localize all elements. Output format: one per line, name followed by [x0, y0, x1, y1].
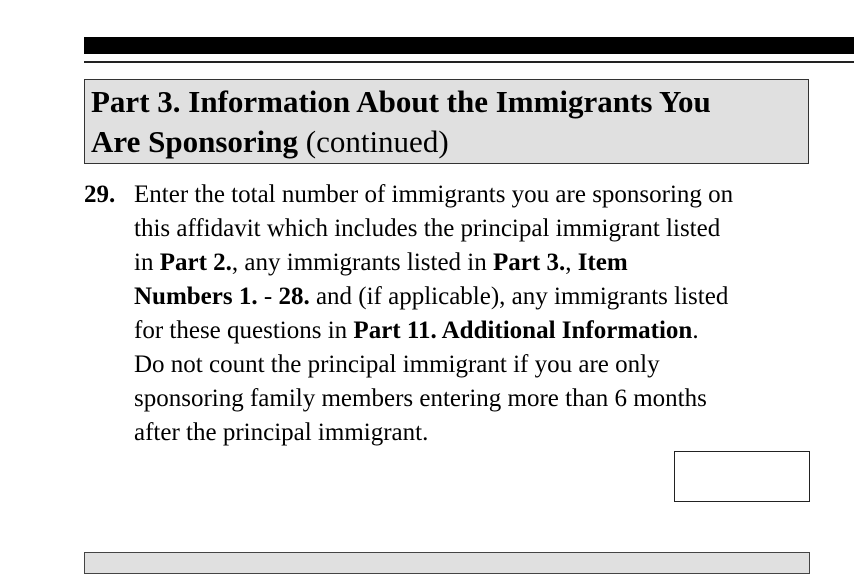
text-segment: sponsoring family members entering more … — [134, 385, 707, 412]
text-segment: Item — [577, 249, 628, 276]
question-text-line: sponsoring family members entering more … — [134, 382, 733, 416]
section-title-line1: Part 3. Information About the Immigrants… — [91, 84, 711, 119]
section-title-continued: (continued) — [298, 124, 449, 159]
text-segment: . — [692, 317, 699, 344]
text-segment: , any immigrants listed in — [231, 249, 493, 276]
text-segment: Part 2. — [159, 249, 232, 276]
question-text-line: Do not count the principal immigrant if … — [134, 348, 733, 382]
section-header: Part 3. Information About the Immigrants… — [84, 79, 809, 164]
section-title-line2: Are Sponsoring — [91, 124, 298, 159]
text-segment: in — [134, 249, 160, 276]
text-segment: Part 3. — [493, 249, 566, 276]
text-segment: - — [257, 283, 279, 310]
text-segment: this affidavit which includes the princi… — [134, 215, 721, 242]
section-title: Part 3. Information About the Immigrants… — [91, 82, 711, 162]
question-text-line: this affidavit which includes the princi… — [134, 212, 733, 246]
header-rule-thick — [84, 37, 854, 54]
text-segment: Part 11. Additional Information — [353, 317, 693, 344]
question-text-line: after the principal immigrant. — [134, 416, 733, 450]
total-immigrants-input[interactable] — [674, 451, 810, 502]
text-segment: Enter the total number of immigrants you… — [134, 181, 734, 208]
text-segment: 28. — [278, 283, 310, 310]
question-text-line: Enter the total number of immigrants you… — [134, 178, 733, 212]
text-segment: Do not count the principal immigrant if … — [134, 351, 660, 378]
text-segment: Numbers 1. — [134, 283, 258, 310]
text-segment: for these questions in — [134, 317, 354, 344]
question-text-line: in Part 2., any immigrants listed in Par… — [134, 246, 733, 280]
header-rule-thin — [84, 61, 854, 63]
text-segment: after the principal immigrant. — [134, 419, 429, 446]
text-segment: and (if applicable), any immigrants list… — [309, 283, 729, 310]
question-text-line: Numbers 1. - 28. and (if applicable), an… — [134, 280, 733, 314]
text-segment: , — [565, 249, 578, 276]
question-text-line: for these questions in Part 11. Addition… — [134, 314, 733, 348]
question-number: 29. — [84, 181, 116, 208]
question-text: Enter the total number of immigrants you… — [134, 178, 733, 450]
next-section-header — [84, 552, 810, 574]
